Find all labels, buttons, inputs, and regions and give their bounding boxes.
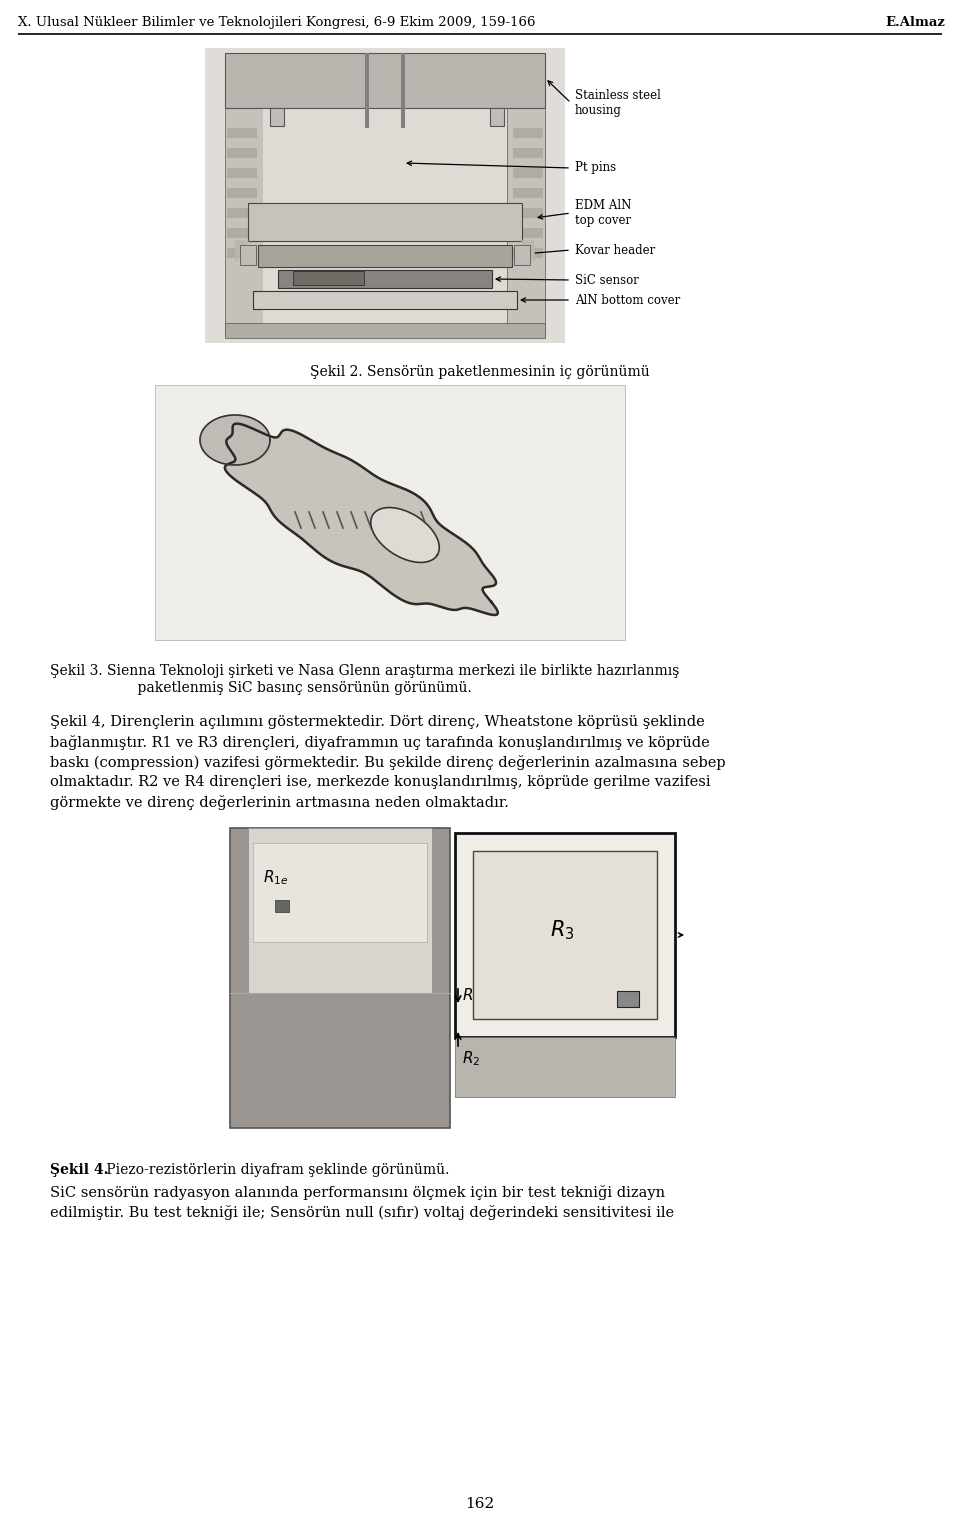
Polygon shape [225,424,498,614]
Text: Şekil 4.: Şekil 4. [50,1164,108,1177]
Text: $R_4$: $R_4$ [462,986,481,1005]
Text: Piezo-rezistörlerin diyafram şeklinde görünümü.: Piezo-rezistörlerin diyafram şeklinde gö… [102,1164,449,1177]
Bar [205,49,565,344]
Bar [248,202,522,240]
Bar [227,248,257,259]
Bar [513,248,543,259]
Text: $\mathit{R}_3$: $\mathit{R}_3$ [550,919,574,941]
Text: SiC sensörün radyasyon alanında performansını ölçmek için bir test tekniği dizay: SiC sensörün radyasyon alanında performa… [50,1185,665,1200]
Bar [258,245,512,268]
Bar [227,189,257,198]
Text: paketlenmiş SiC basınç sensörünün görünümü.: paketlenmiş SiC basınç sensörünün görünü… [50,681,471,695]
Text: Şekil 3. Sienna Teknoloji şirketi ve Nasa Glenn araştırma merkezi ile birlikte h: Şekil 3. Sienna Teknoloji şirketi ve Nas… [50,665,680,678]
Bar [225,108,263,333]
Bar [617,992,639,1007]
Text: olmaktadır. R2 ve R4 dirençleri ise, merkezde konuşlandırılmış, köprüde gerilme : olmaktadır. R2 ve R4 dirençleri ise, mer… [50,776,710,789]
Text: EDM AlN
top cover: EDM AlN top cover [575,199,632,227]
Text: $\mathit{R}_{1e}$: $\mathit{R}_{1e}$ [263,868,288,887]
Polygon shape [371,508,440,563]
Bar [155,385,625,640]
Bar [473,852,657,1019]
Bar [230,827,450,1129]
Bar [275,900,289,913]
Bar [248,827,432,993]
Text: AlN bottom cover: AlN bottom cover [575,294,681,307]
Bar [513,128,543,138]
Bar [455,1037,675,1097]
Text: E.Almaz: E.Almaz [885,17,945,29]
Bar [278,271,492,287]
Bar [513,167,543,178]
Text: Kovar header: Kovar header [575,243,656,257]
Bar [513,208,543,218]
Bar [507,108,545,333]
Bar [513,228,543,237]
Bar [227,128,257,138]
Bar [270,108,284,126]
Bar [225,322,545,338]
Text: $R_2$: $R_2$ [462,1049,480,1068]
Bar [253,291,517,309]
Bar [455,834,675,1037]
Bar [365,53,369,128]
Bar [253,843,427,941]
Bar [513,148,543,158]
Bar [227,228,257,237]
Text: edilmiştir. Bu test tekniği ile; Sensörün null (sıfır) voltaj değerindeki sensit: edilmiştir. Bu test tekniği ile; Sensörü… [50,1205,674,1220]
Text: Şekil 2. Sensörün paketlenmesinin iç görünümü: Şekil 2. Sensörün paketlenmesinin iç gör… [310,365,650,379]
Text: SiC sensor: SiC sensor [575,274,638,286]
Bar [227,208,257,218]
Text: Pt pins: Pt pins [575,161,616,175]
Bar [401,53,405,128]
Bar [263,108,507,333]
Text: 162: 162 [466,1497,494,1510]
Text: baskı (compression) vazifesi görmektedir. Bu şekilde direnç değerlerinin azalmas: baskı (compression) vazifesi görmektedir… [50,754,726,770]
Polygon shape [522,240,534,262]
Text: X. Ulusal Nükleer Bilimler ve Teknolojileri Kongresi, 6-9 Ekim 2009, 159-166: X. Ulusal Nükleer Bilimler ve Teknolojil… [18,17,536,29]
Bar [513,189,543,198]
Polygon shape [200,415,270,465]
Bar [227,148,257,158]
Text: bağlanmıştır. R1 ve R3 dirençleri, diyaframmın uç tarafında konuşlandırılmış ve : bağlanmıştır. R1 ve R3 dirençleri, diyaf… [50,735,709,750]
Bar [490,108,504,126]
Bar [227,167,257,178]
Bar [225,53,545,108]
Polygon shape [236,240,248,262]
Text: Şekil 4, Dirençlerin açılımını göstermektedir. Dört direnç, Wheatstone köprüsü ş: Şekil 4, Dirençlerin açılımını göstermek… [50,715,705,729]
Text: görmekte ve direnç değerlerinin artmasına neden olmaktadır.: görmekte ve direnç değerlerinin artmasın… [50,795,509,811]
Bar [514,245,530,265]
Text: Stainless steel
housing: Stainless steel housing [575,90,660,117]
Bar [240,245,256,265]
Bar [293,271,364,284]
